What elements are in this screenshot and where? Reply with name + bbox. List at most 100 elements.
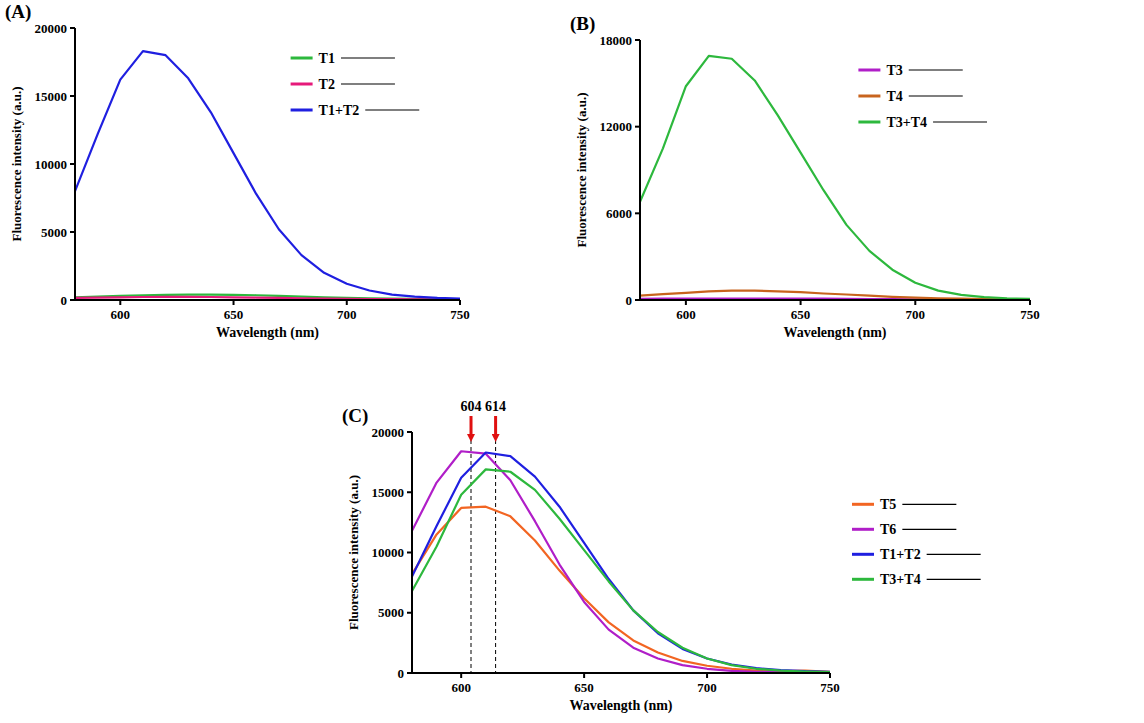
y-tick-label: 15000 <box>35 89 68 104</box>
legend-swatch <box>852 503 874 506</box>
legend-swatch <box>852 578 874 581</box>
y-axis-title: Fluorescence intensity (a.u.) <box>9 86 24 241</box>
y-axis <box>639 40 641 300</box>
y-tick-label: 15000 <box>372 485 405 500</box>
y-tick-label: 10000 <box>372 545 405 560</box>
y-tick <box>635 299 640 301</box>
annotation-arrow <box>470 416 473 438</box>
spectrum-line <box>75 297 460 300</box>
series-group <box>75 51 460 299</box>
y-tick <box>407 552 412 554</box>
legend-swatch <box>858 121 880 124</box>
legend-leader <box>933 121 987 122</box>
legend-leader <box>927 579 981 580</box>
x-tick <box>233 300 235 305</box>
x-tick-label: 650 <box>574 680 594 695</box>
y-tick <box>407 431 412 433</box>
legend-leader <box>909 95 963 96</box>
y-tick-label: 0 <box>626 293 633 308</box>
legend-swatch <box>291 109 313 112</box>
panel: 600650700750060001200018000Wavelength (n… <box>570 13 1040 341</box>
legend-swatch <box>858 95 880 98</box>
y-tick <box>70 163 75 165</box>
x-tick-label: 600 <box>451 680 471 695</box>
y-tick-label: 12000 <box>600 119 633 134</box>
legend-label: T2 <box>319 77 335 92</box>
annotation-arrow <box>494 416 497 438</box>
y-tick-label: 6000 <box>606 206 632 221</box>
y-tick <box>635 212 640 214</box>
x-tick <box>800 300 802 305</box>
x-tick-label: 700 <box>906 307 926 322</box>
y-tick-label: 5000 <box>378 605 404 620</box>
panel-letter: (A) <box>5 1 31 23</box>
legend-swatch <box>291 57 313 60</box>
x-tick-label: 750 <box>820 680 840 695</box>
figure: 600 650 700 750 0 5000 10000 15000 20000 Waveleng… <box>0 0 1144 723</box>
y-tick-label: 20000 <box>372 425 405 440</box>
panel: 60065070075005000100001500020000Waveleng… <box>5 1 470 341</box>
y-tick-label: 0 <box>398 666 405 681</box>
panel-letter: (C) <box>342 405 368 427</box>
x-tick <box>119 300 121 305</box>
panel-letter: (B) <box>570 13 595 35</box>
x-tick-label: 600 <box>676 307 696 322</box>
x-tick <box>914 300 916 305</box>
series-group <box>412 451 830 672</box>
legend-swatch <box>852 553 874 556</box>
spectrum-line <box>412 452 830 671</box>
y-tick-label: 18000 <box>600 33 633 48</box>
legend-swatch <box>291 83 313 86</box>
x-tick-label: 700 <box>337 307 357 322</box>
legend-leader <box>902 529 956 530</box>
legend-label: T1 <box>319 51 335 66</box>
series-group <box>640 56 1030 300</box>
x-tick <box>1029 300 1031 305</box>
legend-label: T3+T4 <box>880 572 921 587</box>
y-tick <box>70 27 75 29</box>
x-tick-label: 600 <box>111 307 131 322</box>
y-tick <box>635 39 640 41</box>
legend-swatch <box>852 528 874 531</box>
x-axis <box>640 299 1030 301</box>
annotation-label: 604 <box>461 399 482 414</box>
y-tick <box>70 299 75 301</box>
x-tick <box>346 300 348 305</box>
legend-label: T3 <box>886 63 902 78</box>
x-axis-title: Wavelength (nm) <box>569 698 672 714</box>
annotation-label: 614 <box>485 399 506 414</box>
x-tick <box>685 300 687 305</box>
legend-label: T3+T4 <box>886 115 927 130</box>
y-tick <box>70 231 75 233</box>
spectrum-line <box>640 56 1030 299</box>
x-tick-label: 650 <box>224 307 244 322</box>
x-tick-label: 700 <box>697 680 717 695</box>
x-axis-title: Wavelength (nm) <box>783 325 886 341</box>
x-tick <box>706 673 708 678</box>
x-axis-title: Wavelength (nm) <box>216 325 319 341</box>
y-tick <box>407 491 412 493</box>
x-tick-label: 750 <box>1020 307 1040 322</box>
spectrum-line <box>75 51 460 299</box>
y-tick <box>407 612 412 614</box>
x-tick <box>459 300 461 305</box>
y-tick <box>70 95 75 97</box>
legend-label: T1+T2 <box>319 103 360 118</box>
legend-label: T4 <box>886 89 902 104</box>
y-axis-title: Fluorescence intensity (a.u.) <box>574 92 589 247</box>
legend-label: T6 <box>880 522 896 537</box>
x-tick <box>829 673 831 678</box>
spectrum-line <box>412 469 830 672</box>
legend-leader <box>927 554 981 555</box>
y-tick-label: 5000 <box>41 225 67 240</box>
x-axis <box>412 672 830 674</box>
x-tick <box>460 673 462 678</box>
y-tick-label: 20000 <box>35 21 68 36</box>
annotation-line <box>471 440 472 673</box>
y-tick-label: 0 <box>61 293 68 308</box>
x-tick-label: 750 <box>450 307 470 322</box>
panel: 604614 600 650 700 750 0 5000 10000 15000 20000 Wa… <box>342 399 981 714</box>
y-tick <box>635 126 640 128</box>
x-tick <box>583 673 585 678</box>
legend-leader <box>341 57 395 58</box>
